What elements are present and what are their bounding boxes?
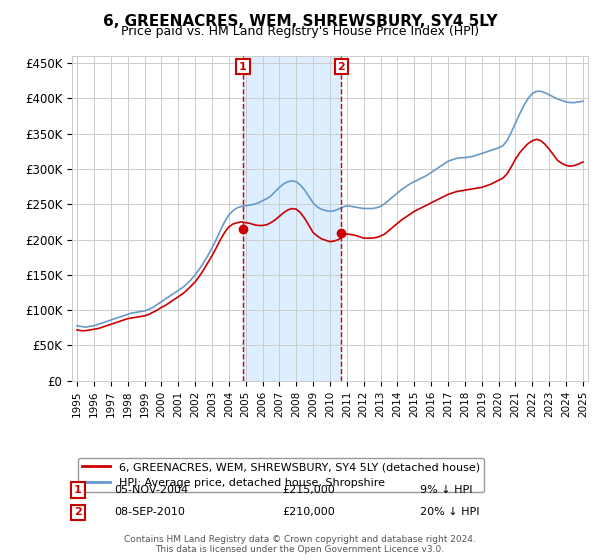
Text: Price paid vs. HM Land Registry's House Price Index (HPI): Price paid vs. HM Land Registry's House … xyxy=(121,25,479,38)
Text: 20% ↓ HPI: 20% ↓ HPI xyxy=(420,507,479,517)
Bar xyxy=(243,56,341,381)
Text: 6, GREENACRES, WEM, SHREWSBURY, SY4 5LY: 6, GREENACRES, WEM, SHREWSBURY, SY4 5LY xyxy=(103,14,497,29)
Text: £210,000: £210,000 xyxy=(282,507,335,517)
Text: £215,000: £215,000 xyxy=(282,485,335,495)
Text: 1: 1 xyxy=(74,485,82,495)
Text: 08-SEP-2010: 08-SEP-2010 xyxy=(114,507,185,517)
Text: 05-NOV-2004: 05-NOV-2004 xyxy=(114,485,188,495)
Text: 1: 1 xyxy=(239,62,247,72)
Text: 2: 2 xyxy=(74,507,82,517)
Text: 9% ↓ HPI: 9% ↓ HPI xyxy=(420,485,473,495)
Legend: 6, GREENACRES, WEM, SHREWSBURY, SY4 5LY (detached house), HPI: Average price, de: 6, GREENACRES, WEM, SHREWSBURY, SY4 5LY … xyxy=(77,458,484,492)
Text: 2: 2 xyxy=(338,62,346,72)
Text: Contains HM Land Registry data © Crown copyright and database right 2024.
This d: Contains HM Land Registry data © Crown c… xyxy=(124,535,476,554)
